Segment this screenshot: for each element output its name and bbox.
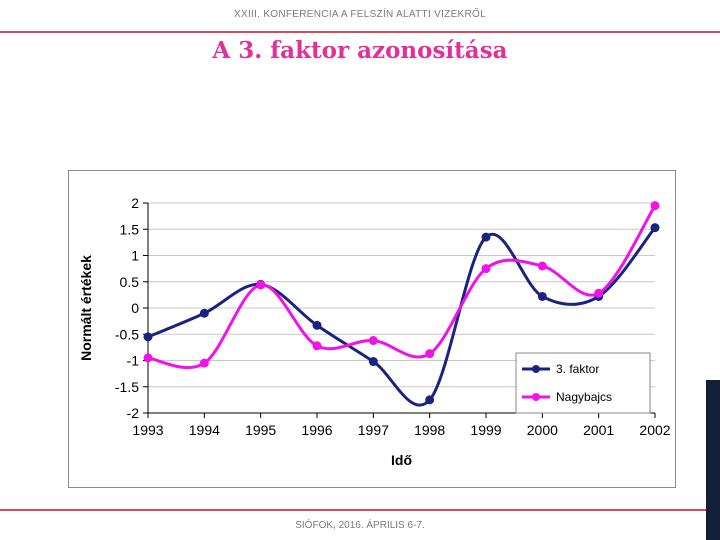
- series-line-0: [147, 226, 657, 407]
- y-tick-label: -0.5: [115, 326, 139, 342]
- data-point: [368, 357, 378, 367]
- data-point: [143, 332, 153, 342]
- data-point: [481, 264, 491, 274]
- data-point: [199, 308, 209, 318]
- y-tick-label: 1.5: [120, 221, 140, 237]
- x-tick-label: 1994: [189, 422, 220, 438]
- x-tick-label: 1996: [301, 422, 332, 438]
- y-tick-label: -1.5: [115, 379, 139, 395]
- legend-box: [515, 352, 651, 414]
- data-point: [143, 353, 153, 363]
- x-tick-label: 2001: [583, 422, 614, 438]
- y-tick-label: 0: [131, 300, 139, 316]
- y-tick-label: -2: [127, 405, 140, 421]
- y-axis-title: Normált értékek: [78, 255, 94, 361]
- slide-title: A 3. faktor azonosítása: [212, 37, 508, 64]
- bottom-divider: [0, 509, 720, 511]
- data-point: [481, 232, 491, 242]
- data-point: [594, 288, 604, 298]
- y-tick-label: 0.5: [120, 274, 140, 290]
- data-point: [256, 280, 266, 290]
- legend-layer: 3. faktor Nagybajcs: [515, 352, 651, 414]
- y-tick-label: -1: [127, 353, 140, 369]
- x-tick-label: 1998: [414, 422, 445, 438]
- data-point: [537, 261, 547, 271]
- data-point: [312, 341, 322, 351]
- x-tick-label: 1993: [132, 422, 163, 438]
- legend-marker: [532, 365, 540, 373]
- x-tick-label: 2002: [639, 422, 670, 438]
- data-point: [425, 395, 435, 405]
- x-tick-label: 2000: [527, 422, 558, 438]
- data-point: [650, 223, 660, 233]
- data-point: [368, 336, 378, 346]
- x-axis-title: Idő: [391, 452, 412, 468]
- legend-marker: [532, 393, 540, 401]
- x-tick-label: 1995: [245, 422, 276, 438]
- conference-header: XXIII. KONFERENCIA A FELSZÍN ALATTI VIZE…: [234, 9, 486, 20]
- legend-label: Nagybajcs: [556, 390, 612, 404]
- series-layer: [143, 201, 660, 407]
- y-tick-label: 2: [131, 195, 139, 211]
- data-point: [650, 201, 660, 211]
- y-tick-label: 1: [131, 248, 139, 264]
- data-point: [537, 291, 547, 301]
- x-tick-label: 1997: [358, 422, 389, 438]
- data-point: [312, 320, 322, 330]
- top-divider: [0, 31, 720, 33]
- footer-location-date: SIÓFOK, 2016. ÁPRILIS 6-7.: [295, 520, 425, 531]
- x-tick-label: 1999: [470, 422, 501, 438]
- data-point: [425, 349, 435, 359]
- data-point: [199, 358, 209, 368]
- legend-label: 3. faktor: [556, 362, 599, 376]
- chart-frame: 2 1.5 1 0.5 0 -0.5 -1 -1.5 -2 1993 1994 1995 1996 199…: [68, 170, 676, 488]
- decorative-side-bar: [706, 380, 720, 540]
- series-line-1: [147, 204, 657, 369]
